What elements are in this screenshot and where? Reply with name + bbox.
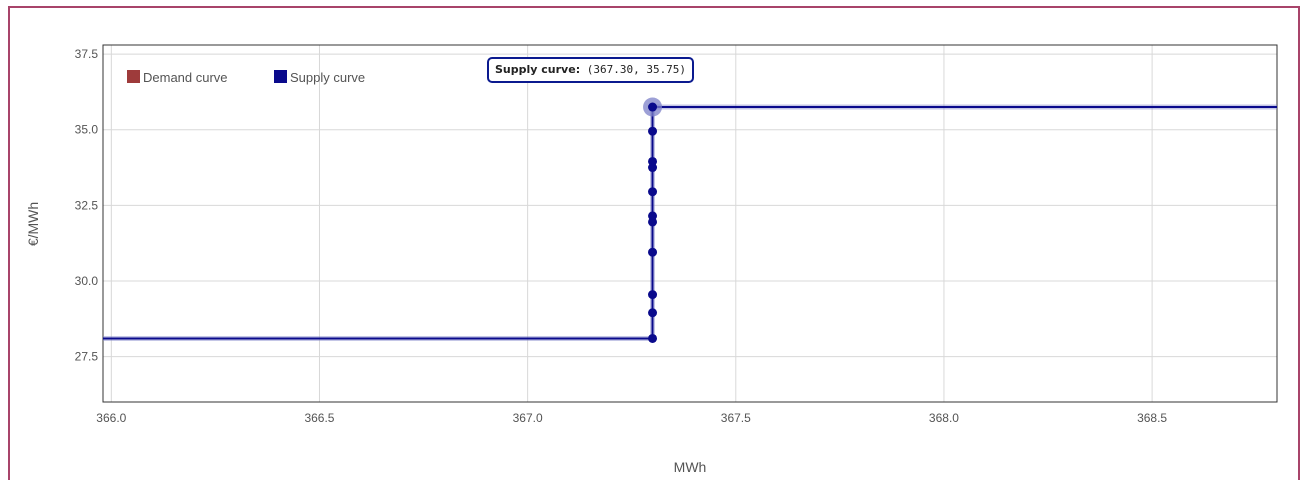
data-point — [648, 156, 658, 166]
data-point — [648, 187, 658, 197]
data-point — [648, 247, 658, 257]
legend-label-supply[interactable]: Supply curve — [290, 70, 365, 85]
plot-area — [102, 44, 1278, 403]
x-tick-label: 366.5 — [304, 411, 334, 425]
y-tick-label: 32.5 — [75, 198, 99, 212]
x-tick-label: 366.0 — [96, 411, 126, 425]
grid — [103, 45, 1277, 402]
data-point — [648, 290, 658, 300]
y-tick-label: 37.5 — [75, 47, 99, 61]
y-tick-label: 27.5 — [75, 350, 99, 364]
data-point — [648, 126, 658, 136]
tick-labels: 366.0 366.5 367.0 367.5 368.0 368.5 27.5 30.0 32… — [75, 47, 1168, 425]
tooltip-value: (367.30, 35.75) — [580, 63, 687, 76]
series-layer — [103, 97, 1277, 343]
data-point — [648, 211, 658, 221]
legend-swatch-supply[interactable] — [274, 70, 287, 83]
hover-point — [648, 102, 658, 112]
series-line-supply — [103, 106, 1277, 340]
legend-label-demand[interactable]: Demand curve — [143, 70, 228, 85]
legend[interactable]: Demand curve Supply curve — [127, 70, 365, 85]
tooltip-separator: : — [575, 63, 581, 76]
x-tick-label: 368.5 — [1137, 411, 1167, 425]
legend-swatch-demand[interactable] — [127, 70, 140, 83]
y-axis-title: €/MWh — [25, 202, 41, 246]
hover-tooltip: Supply curve: (367.30, 35.75) — [487, 57, 695, 83]
data-point — [648, 333, 658, 343]
x-tick-label: 367.5 — [721, 411, 751, 425]
series-line-shadow — [103, 104, 1277, 341]
x-axis-title: MWh — [674, 459, 707, 475]
y-tick-label: 35.0 — [75, 123, 99, 137]
data-point — [648, 308, 658, 318]
tooltip-series-name: Supply curve — [495, 63, 576, 76]
y-tick-label: 30.0 — [75, 274, 99, 288]
x-tick-label: 367.0 — [513, 411, 543, 425]
x-tick-label: 368.0 — [929, 411, 959, 425]
chart-panel — [8, 6, 1300, 480]
